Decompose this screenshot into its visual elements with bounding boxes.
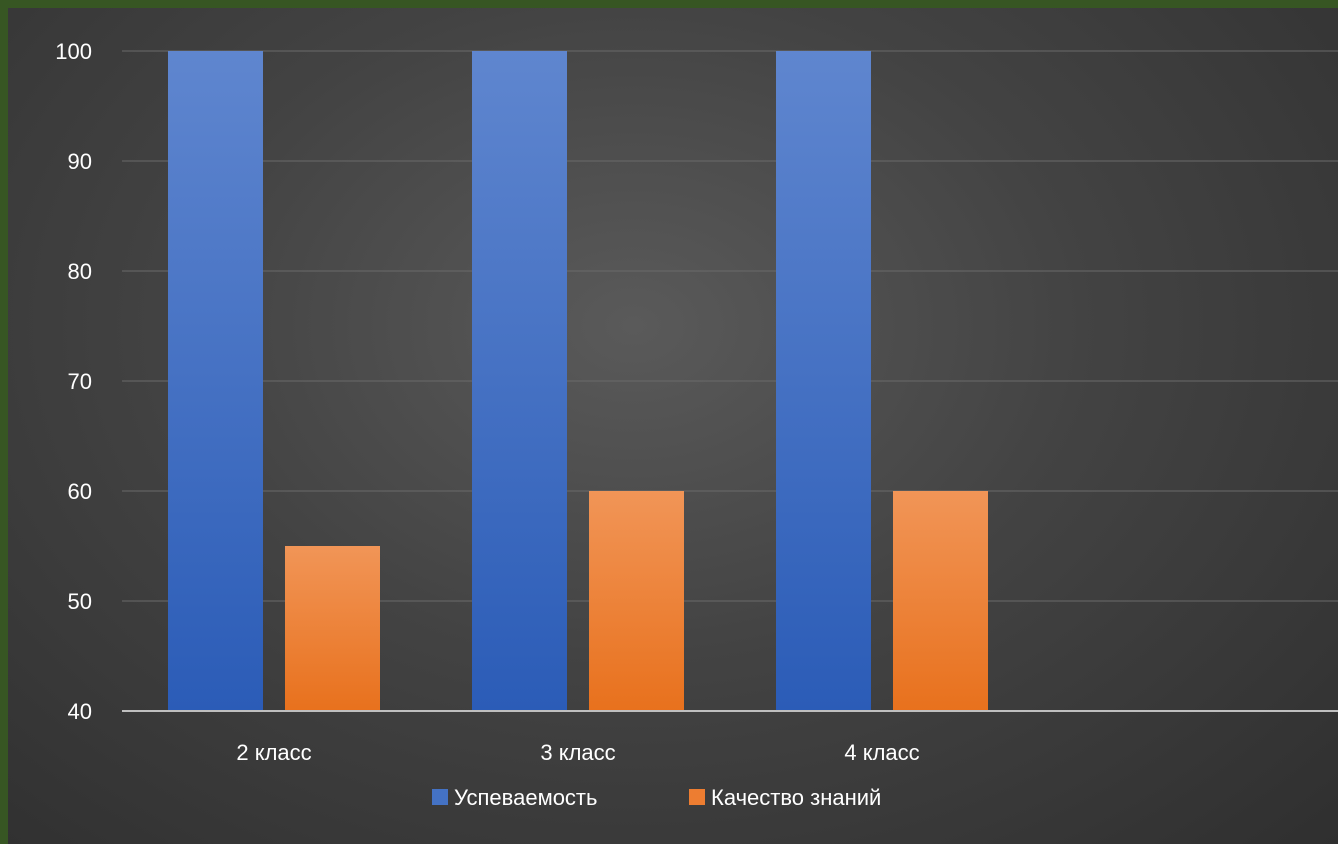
bar-uspevaemost-0: [168, 51, 263, 711]
bar-kachestvo-1: [589, 491, 684, 711]
y-tick-label: 60: [68, 479, 92, 504]
x-axis: 2 класс 3 класс 4 класс: [122, 710, 1338, 765]
y-tick-label: 100: [55, 39, 92, 64]
y-tick-label: 40: [68, 699, 92, 724]
bar-uspevaemost-2: [776, 51, 871, 711]
bar-kachestvo-0: [285, 546, 380, 711]
chart-area: 40 50 60 70 80 90 100 2 класс 3 класс 4 класс Ус…: [8, 8, 1338, 844]
legend-label: Качество знаний: [711, 785, 881, 810]
x-tick-label: 4 класс: [844, 740, 919, 765]
legend-swatch: [689, 789, 705, 805]
legend-label: Успеваемость: [454, 785, 597, 810]
legend-item-uspevaemost: Успеваемость: [432, 785, 597, 810]
legend: Успеваемость Качество знаний: [432, 785, 881, 810]
y-tick-label: 70: [68, 369, 92, 394]
bar-kachestvo-2: [893, 491, 988, 711]
bars: [168, 51, 988, 711]
bar-chart: 40 50 60 70 80 90 100 2 класс 3 класс 4 класс Ус…: [55, 39, 1338, 810]
gridlines: [122, 50, 1338, 602]
y-axis: 40 50 60 70 80 90 100: [55, 39, 92, 724]
x-tick-label: 2 класс: [236, 740, 311, 765]
x-tick-label: 3 класс: [540, 740, 615, 765]
y-tick-label: 80: [68, 259, 92, 284]
bar-uspevaemost-1: [472, 51, 567, 711]
legend-swatch: [432, 789, 448, 805]
legend-item-kachestvo: Качество знаний: [689, 785, 881, 810]
y-tick-label: 50: [68, 589, 92, 614]
y-tick-label: 90: [68, 149, 92, 174]
